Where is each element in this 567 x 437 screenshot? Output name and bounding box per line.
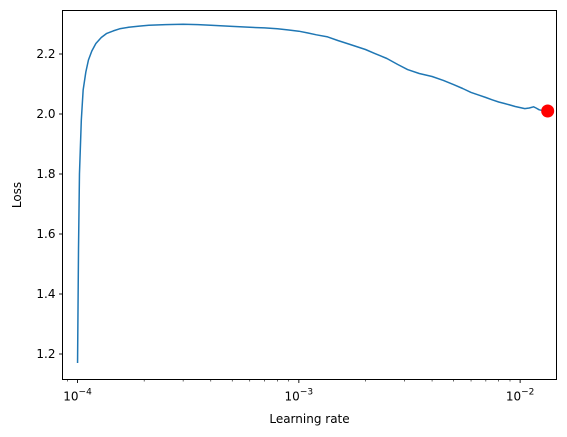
x-axis: 10−4 10−3 10−2 xyxy=(63,379,535,404)
y-axis-label: Loss xyxy=(10,182,24,208)
x-tick-label-0: 10−4 xyxy=(63,388,92,404)
y-tick-label-3: 1.8 xyxy=(36,167,55,181)
plot-frame xyxy=(62,10,557,380)
loss-series-line-0 xyxy=(76,23,547,364)
y-tick-label-4: 2.0 xyxy=(36,107,55,121)
x-axis-label: Learning rate xyxy=(269,412,349,426)
y-tick-label-0: 1.2 xyxy=(36,347,55,361)
suggested-lr-marker xyxy=(541,104,555,118)
x-tick-label-2: 10−2 xyxy=(506,388,535,404)
y-axis: 1.2 1.4 1.6 1.8 2.0 2.2 xyxy=(36,47,63,361)
y-tick-label-1: 1.4 xyxy=(36,287,55,301)
y-tick-label-5: 2.2 xyxy=(36,47,55,61)
x-tick-label-1: 10−3 xyxy=(285,388,314,404)
y-tick-label-2: 1.6 xyxy=(36,227,55,241)
plot-area xyxy=(76,23,555,364)
